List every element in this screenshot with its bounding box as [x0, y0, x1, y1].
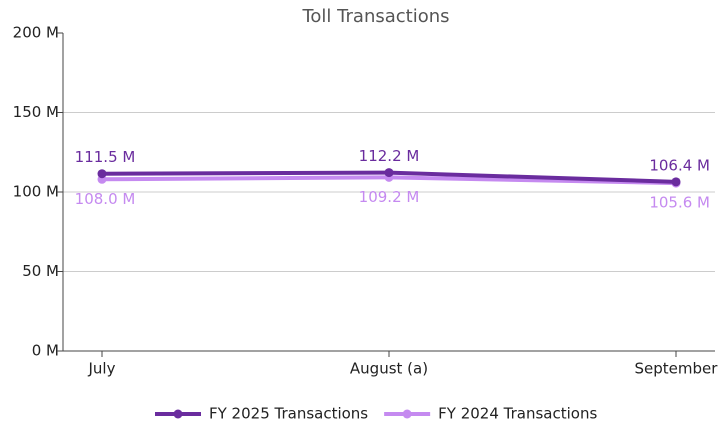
- y-tick-label: 50 M: [22, 262, 59, 280]
- legend-marker: [402, 409, 412, 419]
- y-tick-label: 100 M: [13, 183, 59, 201]
- data-label: 112.2 M: [359, 147, 420, 165]
- x-tick-label: July: [88, 360, 116, 378]
- x-tick-label: September: [635, 360, 719, 378]
- data-label: 105.6 M: [649, 194, 710, 212]
- data-point: [671, 177, 681, 187]
- data-label: 111.5 M: [75, 148, 136, 166]
- legend-marker: [173, 409, 183, 419]
- data-point: [384, 168, 394, 178]
- y-tick-label: 0 M: [32, 342, 59, 360]
- y-tick-label: 150 M: [13, 103, 59, 121]
- legend-label: FY 2025 Transactions: [209, 405, 368, 423]
- data-label: 106.4 M: [649, 156, 710, 174]
- chart-title: Toll Transactions: [301, 6, 449, 27]
- y-tick-label: 200 M: [13, 24, 59, 42]
- data-label: 109.2 M: [359, 188, 420, 206]
- x-tick-label: August (a): [350, 360, 428, 378]
- data-point: [97, 169, 107, 179]
- data-label: 108.0 M: [75, 190, 136, 208]
- legend-label: FY 2024 Transactions: [438, 405, 597, 423]
